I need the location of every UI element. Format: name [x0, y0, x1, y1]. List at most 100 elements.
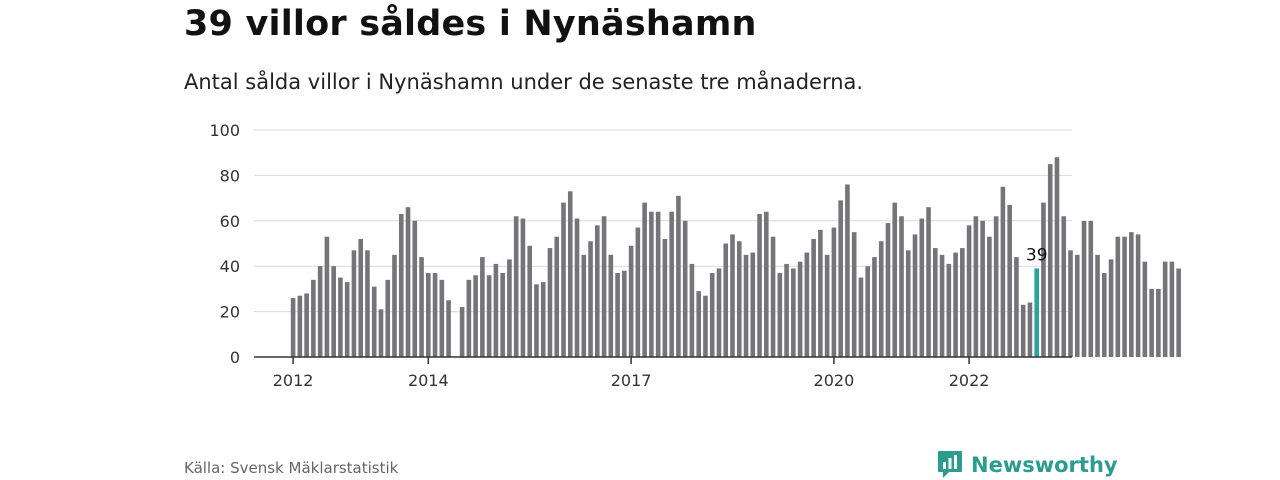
bar: [317, 266, 323, 357]
bars: [290, 157, 1181, 357]
bar: [696, 291, 701, 357]
bar: [500, 273, 505, 357]
axes: 0 20 40 60 80 100 2012 2014 2017 2020 2022 39: [209, 121, 1072, 390]
bar-chart: 0 20 40 60 80 100 2012 2014 2017 2020 2022 39: [209, 121, 1181, 390]
bar: [628, 245, 634, 357]
bar: [1061, 216, 1067, 357]
bar: [838, 200, 843, 357]
bar: [736, 241, 742, 357]
bar: [554, 236, 560, 357]
y-tick-label: 0: [230, 348, 240, 367]
bar: [358, 238, 363, 357]
x-tick-label: 2020: [814, 371, 855, 390]
y-tick-label: 20: [220, 303, 240, 322]
bar: [899, 216, 904, 357]
bar: [818, 229, 823, 357]
bar: [446, 300, 451, 357]
bar: [622, 270, 627, 357]
y-tick-label: 100: [209, 121, 240, 140]
bar: [344, 282, 350, 357]
bar: [507, 259, 512, 357]
bar: [770, 236, 776, 357]
brand-logo[interactable]: Newsworthy: [937, 450, 1118, 479]
bar: [865, 266, 870, 357]
bar: [595, 225, 600, 357]
bar: [649, 211, 654, 357]
bar: [1027, 302, 1033, 357]
bar: [1176, 268, 1181, 357]
bar: [513, 216, 519, 357]
bar: [791, 268, 796, 357]
bar: [730, 234, 735, 357]
bar: [1108, 259, 1114, 357]
bar: [1081, 220, 1087, 357]
bar: [419, 257, 424, 357]
bar: [811, 238, 816, 357]
bar: [1041, 202, 1046, 357]
bar: [716, 268, 722, 357]
bar: [561, 202, 566, 357]
bar: [993, 216, 999, 357]
bar: [331, 266, 336, 357]
bar: [1162, 261, 1168, 357]
bar: [703, 295, 708, 357]
bar: [615, 273, 620, 357]
bar: [655, 211, 661, 357]
bar: [1156, 288, 1161, 357]
bar: [973, 216, 979, 357]
bar: [324, 236, 330, 357]
bar: [1095, 254, 1100, 357]
bar: [1169, 261, 1175, 357]
bar: [493, 263, 499, 357]
bar: [520, 218, 526, 357]
bar: [784, 263, 789, 357]
bar: [439, 279, 445, 357]
x-tick-label: 2022: [949, 371, 990, 390]
chart-subtitle: Antal sålda villor i Nynäshamn under de …: [184, 70, 864, 94]
bar: [723, 243, 729, 357]
bar: [608, 254, 614, 357]
bar: [371, 286, 377, 357]
bar: [926, 207, 931, 357]
highlight-data-label: 39: [1026, 245, 1048, 265]
bar: [824, 254, 830, 357]
bar: [878, 241, 884, 357]
bar: [946, 263, 952, 357]
bar: [1142, 261, 1148, 357]
bar: [1047, 164, 1053, 357]
bar: [290, 297, 296, 357]
bar: [412, 220, 418, 357]
bar: [872, 257, 877, 357]
bar: [912, 234, 918, 357]
bar: [486, 275, 492, 357]
bar: [1054, 157, 1060, 357]
bar: [1122, 236, 1127, 357]
bar: [297, 295, 303, 357]
bar: [642, 202, 647, 357]
bar: [547, 248, 553, 357]
bar: [1115, 236, 1121, 357]
chart-title: 39 villor såldes i Nynäshamn: [184, 4, 757, 44]
bar: [804, 252, 810, 357]
bar: [831, 227, 837, 357]
bar: [892, 202, 898, 357]
bar: [669, 211, 674, 357]
x-tick-label: 2012: [273, 371, 314, 390]
bar: [676, 195, 681, 357]
bar: [885, 223, 891, 357]
bar: [480, 257, 485, 357]
highlight-bar: [1034, 268, 1039, 357]
bar: [385, 279, 391, 357]
bar: [1135, 234, 1141, 357]
bar: [392, 254, 397, 357]
bar: [426, 273, 431, 357]
bar: [709, 273, 715, 357]
bar: [635, 227, 641, 357]
bar: [338, 277, 343, 357]
bar: [527, 245, 532, 357]
bar: [311, 279, 316, 357]
bar: [351, 250, 357, 357]
bar: [919, 218, 925, 357]
y-tick-label: 40: [220, 257, 240, 276]
bar: [933, 248, 938, 357]
